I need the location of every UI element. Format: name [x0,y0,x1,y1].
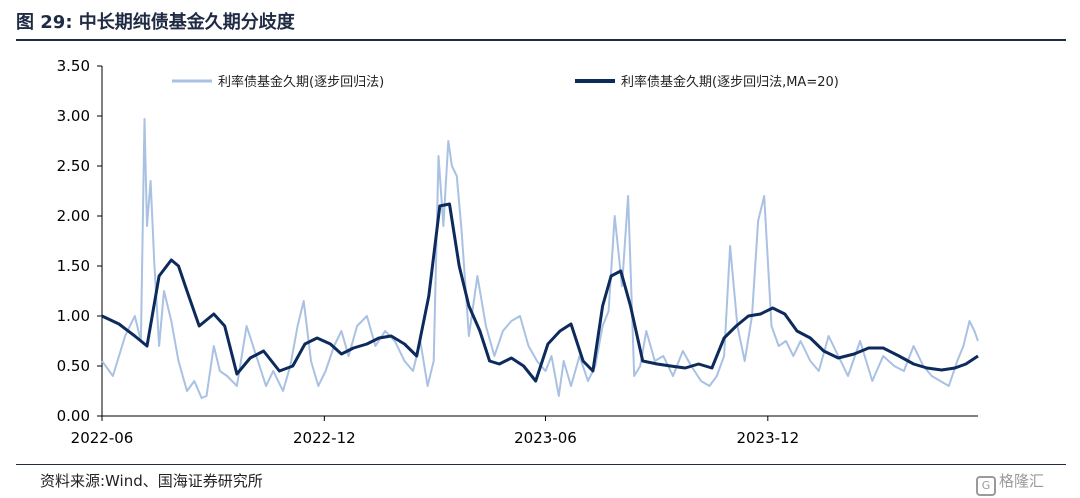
x-axis: 2022-06 2022-12 2023-06 2023-12 [71,415,978,447]
logo-icon: G [976,476,996,496]
y-tick-label: 2.50 [57,157,90,175]
x-tick-label: 2022-06 [71,429,134,447]
x-tick-label: 2023-06 [514,429,577,447]
footer-divider [16,464,1066,465]
y-tick-label: 3.00 [57,107,90,125]
x-tick-label: 2023-12 [736,429,799,447]
y-tick-label: 0.50 [57,357,90,375]
y-tick-label: 0.00 [57,407,90,425]
series-line-ma20 [101,202,979,383]
legend-label: 利率债基金久期(逐步回归法) [218,74,384,90]
y-tick-label: 1.00 [57,307,90,325]
chart-title: 图 29: 中长期纯债基金久期分歧度 [16,12,295,33]
x-tick-label: 2022-12 [293,429,356,447]
watermark-logo: G 格隆汇 [976,470,1044,496]
series-group [101,118,979,399]
series-line-raw [101,118,979,399]
source-note: 资料来源:Wind、国海证券研究所 [40,472,263,490]
legend-label: 利率债基金久期(逐步回归法,MA=20) [621,74,839,90]
line-chart: 0.00 0.50 1.00 1.50 2.00 2.50 3.00 3.50 2022-06… [57,57,979,447]
watermark-text: 格隆汇 [999,472,1045,490]
y-tick-label: 3.50 [57,57,90,75]
title-underline [16,39,1066,41]
y-axis: 0.00 0.50 1.00 1.50 2.00 2.50 3.00 3.50 [57,57,103,425]
y-tick-label: 2.00 [57,207,90,225]
legend: 利率债基金久期(逐步回归法) 利率债基金久期(逐步回归法,MA=20) [172,74,839,90]
y-tick-label: 1.50 [57,257,90,275]
